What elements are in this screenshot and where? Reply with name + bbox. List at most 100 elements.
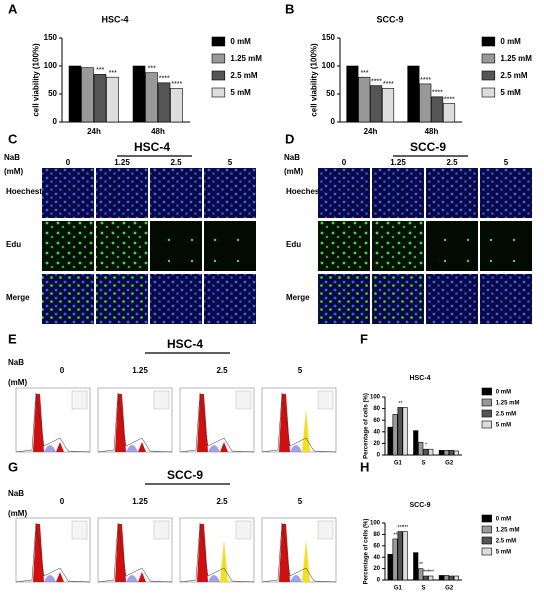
bar bbox=[413, 552, 419, 581]
nab-label: NaB bbox=[284, 153, 300, 162]
g2-peak bbox=[302, 410, 310, 452]
legend-swatch bbox=[481, 547, 492, 556]
y-tick-label: 50 bbox=[326, 89, 335, 98]
micrograph bbox=[96, 274, 148, 324]
y-tick-label: 0 bbox=[53, 117, 58, 126]
bar bbox=[438, 450, 444, 456]
legend-swatch bbox=[481, 525, 492, 534]
dose-label: 1.25 bbox=[114, 158, 130, 167]
histogram-trace bbox=[179, 392, 255, 453]
micrograph bbox=[204, 274, 256, 324]
bar bbox=[387, 426, 393, 456]
y-axis-label: cell viability (100%) bbox=[32, 43, 41, 117]
micrograph bbox=[318, 168, 370, 218]
dose-label: 1.25 bbox=[132, 497, 148, 506]
bar bbox=[431, 96, 444, 123]
legend-swatch bbox=[481, 70, 496, 81]
significance-label: ** bbox=[419, 562, 423, 568]
x-tick-label: 24h bbox=[87, 127, 101, 136]
g1-peak bbox=[197, 524, 208, 582]
nab-label: NaB bbox=[8, 489, 24, 498]
bar bbox=[423, 448, 429, 456]
x-tick-label: S bbox=[421, 461, 425, 467]
x-tick-label: G2 bbox=[445, 461, 454, 467]
bar bbox=[418, 441, 424, 456]
y-tick-label: 100 bbox=[322, 61, 336, 70]
bar bbox=[423, 575, 429, 581]
y-tick-label: 0 bbox=[331, 117, 336, 126]
histogram-trace bbox=[15, 392, 91, 453]
micrograph bbox=[318, 274, 370, 324]
chart-title: SCC-9 bbox=[376, 14, 403, 24]
panel-letter: A bbox=[8, 1, 18, 16]
s-phase bbox=[290, 575, 302, 582]
legend-swatch bbox=[211, 53, 226, 64]
histogram-legend bbox=[153, 390, 170, 410]
panel-letter: F bbox=[360, 331, 368, 346]
bar bbox=[132, 65, 146, 123]
histogram-trace bbox=[179, 522, 255, 583]
s-phase bbox=[44, 445, 56, 452]
g2-peak bbox=[220, 540, 228, 582]
legend-label: 1.25 mM bbox=[500, 54, 532, 63]
unit-label: (mM) bbox=[4, 167, 23, 176]
bar bbox=[382, 88, 395, 123]
y-tick-label: 100 bbox=[370, 521, 381, 527]
significance-label: *** bbox=[428, 569, 434, 575]
dose-label: 2.5 bbox=[170, 158, 182, 167]
bar bbox=[370, 85, 383, 123]
micrograph bbox=[480, 221, 532, 271]
bar bbox=[145, 72, 158, 123]
panel-title: HSC-4 bbox=[134, 140, 170, 154]
bar bbox=[358, 76, 371, 123]
row-label: Merge bbox=[286, 293, 310, 302]
g1-peak bbox=[33, 394, 44, 452]
y-tick-label: 100 bbox=[370, 395, 381, 401]
significance-label: *** bbox=[109, 70, 117, 77]
micrograph bbox=[42, 274, 94, 324]
y-tick-label: 40 bbox=[373, 555, 380, 561]
legend-label: 2.5 mM bbox=[496, 539, 516, 545]
g1-peak bbox=[33, 524, 44, 582]
micrograph bbox=[42, 221, 94, 271]
bar bbox=[438, 575, 444, 581]
significance-label: **** bbox=[159, 76, 170, 83]
dose-label: 0 bbox=[66, 158, 71, 167]
significance-label: **** bbox=[444, 96, 455, 103]
micrograph bbox=[426, 274, 478, 324]
s-phase bbox=[208, 575, 220, 582]
micrograph bbox=[204, 168, 256, 218]
histogram-legend bbox=[317, 520, 334, 540]
legend-label: 0 mM bbox=[500, 37, 521, 46]
legend-label: 1.25 mM bbox=[496, 401, 520, 407]
y-tick-label: 50 bbox=[48, 89, 57, 98]
nab-label: NaB bbox=[4, 153, 20, 162]
unit-label: (mM) bbox=[8, 509, 27, 518]
g2-peak bbox=[56, 442, 64, 452]
legend-label: 2.5 mM bbox=[500, 71, 527, 80]
significance-label: **** bbox=[171, 81, 182, 88]
dose-label: 1.25 bbox=[390, 158, 406, 167]
chart-title: SCC-9 bbox=[409, 502, 430, 509]
bar bbox=[443, 450, 449, 456]
significance-label: *** bbox=[96, 67, 104, 74]
y-tick-label: 100 bbox=[44, 61, 58, 70]
bar bbox=[392, 538, 398, 581]
histogram-legend bbox=[235, 520, 252, 540]
row-label: Edu bbox=[6, 240, 21, 249]
row-label: Hoechest bbox=[6, 187, 42, 196]
x-tick-label: 24h bbox=[364, 127, 378, 136]
g2-peak bbox=[220, 442, 228, 452]
histogram-trace bbox=[261, 392, 337, 453]
legend-swatch bbox=[481, 409, 492, 418]
significance-label: *** bbox=[360, 70, 368, 77]
bar bbox=[443, 103, 456, 123]
legend-swatch bbox=[481, 87, 496, 98]
g2-peak bbox=[138, 442, 146, 452]
bar bbox=[81, 67, 94, 123]
g1-peak bbox=[279, 524, 290, 582]
legend-label: 5 mM bbox=[496, 423, 511, 429]
x-tick-label: 48h bbox=[151, 127, 165, 136]
micrograph bbox=[96, 221, 148, 271]
y-tick-label: 0 bbox=[377, 453, 381, 459]
